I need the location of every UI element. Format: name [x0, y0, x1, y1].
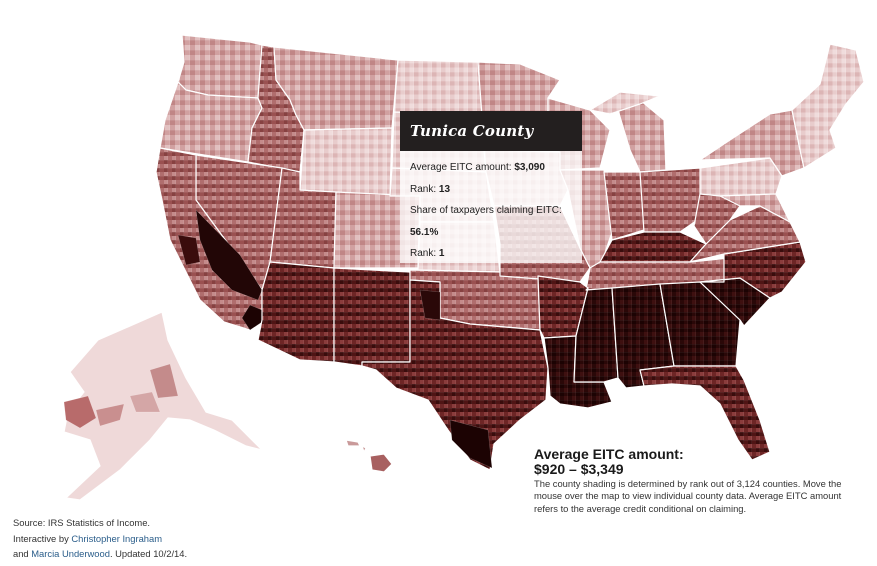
- state-michigan[interactable]: [617, 99, 667, 173]
- state-wyoming[interactable]: [299, 127, 393, 197]
- legend-range: $920 – $3,349: [534, 461, 624, 477]
- state-washington[interactable]: [177, 34, 263, 99]
- state-pennsylvania[interactable]: [699, 157, 783, 197]
- interactive-prefix: Interactive by: [13, 532, 72, 544]
- legend: Average EITC amount: $920 – $3,349 The c…: [534, 447, 844, 515]
- state-new-england[interactable]: [791, 43, 865, 169]
- state-hawaii-islands[interactable]: [345, 439, 367, 453]
- avg-amount-label: Average EITC amount:: [410, 162, 515, 173]
- state-ohio[interactable]: [639, 167, 707, 233]
- state-michigan-up[interactable]: [589, 91, 661, 115]
- tooltip-header: Tunica County: [400, 111, 582, 151]
- state-north-carolina[interactable]: [699, 241, 807, 299]
- avg-rank-value: 13: [438, 183, 451, 195]
- county-tooltip: Tunica County Average EITC amount: $3,09…: [400, 111, 582, 263]
- author-link-christopher-ingraham[interactable]: Christopher Ingraham: [71, 532, 163, 544]
- tooltip-avg-rank: Rank: 13: [410, 179, 572, 201]
- tooltip-body: Average EITC amount: $3,090 Rank: 13 Sha…: [400, 151, 582, 265]
- state-mid-atlantic[interactable]: [719, 193, 791, 223]
- credits: Source: IRS Statistics of Income. Intera…: [13, 515, 187, 562]
- tooltip-county-name: Tunica County: [410, 122, 534, 140]
- and-prefix: and: [13, 548, 32, 559]
- state-hawaii[interactable]: [369, 453, 393, 473]
- avg-amount-value: $3,090: [514, 162, 545, 173]
- author-link-marcia-underwood[interactable]: Marcia Underwood: [31, 548, 110, 559]
- tooltip-share-value: 56.1%: [410, 222, 572, 244]
- tooltip-avg-amount: Average EITC amount: $3,090: [410, 157, 572, 179]
- tooltip-share-rank: Rank: 1: [410, 243, 572, 265]
- share-value: 56.1%: [410, 226, 439, 238]
- updated-line: and Marcia Underwood. Updated 10/2/14.: [13, 546, 187, 562]
- legend-description: The county shading is determined by rank…: [534, 478, 842, 514]
- state-virginia[interactable]: [689, 205, 801, 263]
- state-texas[interactable]: [361, 279, 549, 471]
- legend-title: Average EITC amount:: [534, 446, 684, 462]
- state-alaska[interactable]: [63, 311, 263, 501]
- share-rank-value: 1: [438, 248, 445, 259]
- state-florida[interactable]: [639, 365, 771, 461]
- state-new-mexico[interactable]: [333, 267, 411, 367]
- state-arizona[interactable]: [257, 261, 335, 363]
- source-line: Source: IRS Statistics of Income.: [13, 517, 151, 528]
- avg-rank-label: Rank:: [410, 183, 439, 195]
- tooltip-share-label: Share of taxpayers claiming EITC:: [410, 205, 562, 216]
- state-north-dakota[interactable]: [393, 59, 483, 117]
- updated-date: . Updated 10/2/14.: [109, 548, 188, 559]
- state-georgia[interactable]: [659, 281, 741, 367]
- interactive-line: Interactive by Christopher Ingraham: [13, 531, 187, 547]
- share-rank-label: Rank:: [410, 248, 439, 259]
